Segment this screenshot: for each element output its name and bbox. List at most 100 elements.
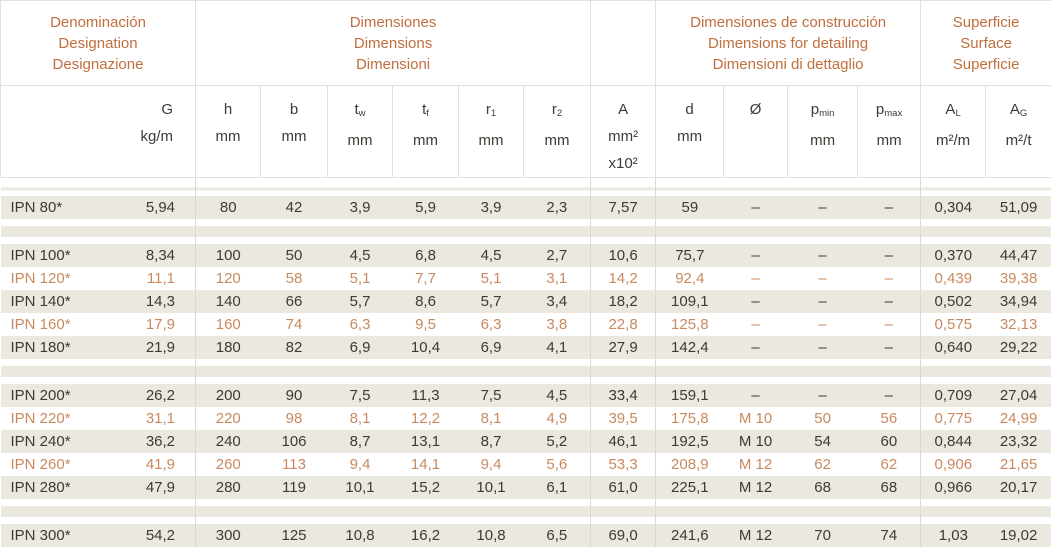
cell-g: 36,2 xyxy=(101,430,196,453)
row-designation: IPN 260* xyxy=(1,453,101,476)
cell-tw: 10,8 xyxy=(328,524,393,547)
cell-r2: 6,1 xyxy=(524,476,591,499)
cell-r2: 3,8 xyxy=(524,313,591,336)
separator-cell xyxy=(724,219,788,244)
cell-diam: – xyxy=(724,384,788,407)
cell-r1: 7,5 xyxy=(459,384,524,407)
cell-tw: 6,3 xyxy=(328,313,393,336)
column-symbol-subscript: min xyxy=(819,108,834,119)
column-symbol: r2 xyxy=(524,96,590,127)
column-unit: mm xyxy=(393,127,458,154)
cell-a: 46,1 xyxy=(591,430,656,453)
cell-pmin: – xyxy=(788,336,858,359)
separator-cell xyxy=(196,219,261,244)
cell-diam: – xyxy=(724,267,788,290)
section-header-designation: Denominación Designation Designazione xyxy=(1,1,196,86)
cell-b: 125 xyxy=(261,524,328,547)
header-body-gap xyxy=(1,178,1051,196)
table-header: Denominación Designation Designazione Di… xyxy=(1,1,1051,178)
cell-b: 106 xyxy=(261,430,328,453)
cell-b: 82 xyxy=(261,336,328,359)
cell-tw: 3,9 xyxy=(328,196,393,219)
row-designation: IPN 220* xyxy=(1,407,101,430)
cell-g: 47,9 xyxy=(101,476,196,499)
cell-r2: 3,4 xyxy=(524,290,591,313)
cell-pmin: 50 xyxy=(788,407,858,430)
column-symbol: Ø xyxy=(724,96,787,123)
column-unit: m²/m xyxy=(921,127,985,154)
separator-cell xyxy=(101,219,196,244)
separator-cell xyxy=(986,499,1051,524)
cell-diam: – xyxy=(724,313,788,336)
row-designation: IPN 200* xyxy=(1,384,101,407)
cell-r1: 8,1 xyxy=(459,407,524,430)
cell-ag: 24,99 xyxy=(986,407,1051,430)
separator-cell xyxy=(591,178,656,196)
cell-al: 0,775 xyxy=(921,407,986,430)
separator-cell xyxy=(261,359,328,384)
column-unit: x10² xyxy=(591,150,655,177)
column-symbol-subscript: 1 xyxy=(491,108,496,119)
column-symbol-subscript: max xyxy=(884,108,902,119)
cell-ag: 23,32 xyxy=(986,430,1051,453)
cell-g: 54,2 xyxy=(101,524,196,547)
cell-diam: M 12 xyxy=(724,453,788,476)
cell-a: 53,3 xyxy=(591,453,656,476)
separator-cell xyxy=(724,359,788,384)
cell-al: 0,575 xyxy=(921,313,986,336)
cell-h: 220 xyxy=(196,407,261,430)
cell-pmin: 62 xyxy=(788,453,858,476)
separator-cell xyxy=(986,359,1051,384)
cell-h: 80 xyxy=(196,196,261,219)
cell-pmax: – xyxy=(858,290,921,313)
separator-cell xyxy=(788,359,858,384)
section-title-line: Dimensiones de construcción xyxy=(656,12,920,33)
separator-cell xyxy=(328,178,393,196)
separator-cell xyxy=(1,359,101,384)
column-symbol: b xyxy=(261,96,327,123)
separator-cell xyxy=(101,359,196,384)
separator-cell xyxy=(921,219,986,244)
cell-b: 42 xyxy=(261,196,328,219)
column-unit: mm xyxy=(459,127,523,154)
column-unit: mm xyxy=(196,123,260,150)
column-unit: kg/m xyxy=(1,123,173,150)
cell-b: 74 xyxy=(261,313,328,336)
cell-a: 14,2 xyxy=(591,267,656,290)
section-header-dimensions: Dimensiones Dimensions Dimensioni xyxy=(196,1,591,86)
cell-pmax: – xyxy=(858,336,921,359)
separator-cell xyxy=(1,499,101,524)
cell-diam: M 12 xyxy=(724,524,788,547)
column-unit: m²/t xyxy=(986,127,1051,154)
separator-cell xyxy=(656,178,724,196)
cell-r2: 4,9 xyxy=(524,407,591,430)
cell-d: 92,4 xyxy=(656,267,724,290)
separator-cell xyxy=(724,499,788,524)
group-separator-row xyxy=(1,219,1051,244)
cell-ag: 34,94 xyxy=(986,290,1051,313)
column-unit: mm xyxy=(261,123,327,150)
cell-ag: 39,38 xyxy=(986,267,1051,290)
cell-r1: 10,1 xyxy=(459,476,524,499)
column-symbol: pmax xyxy=(858,96,920,127)
cell-tf: 14,1 xyxy=(393,453,459,476)
cell-ag: 20,17 xyxy=(986,476,1051,499)
separator-cell xyxy=(459,499,524,524)
cell-r2: 2,7 xyxy=(524,244,591,267)
cell-pmin: 68 xyxy=(788,476,858,499)
separator-cell xyxy=(524,219,591,244)
separator-cell xyxy=(524,499,591,524)
cell-al: 0,906 xyxy=(921,453,986,476)
column-symbol-subscript: 2 xyxy=(557,108,562,119)
cell-pmax: – xyxy=(858,267,921,290)
cell-diam: M 10 xyxy=(724,407,788,430)
separator-cell xyxy=(656,219,724,244)
